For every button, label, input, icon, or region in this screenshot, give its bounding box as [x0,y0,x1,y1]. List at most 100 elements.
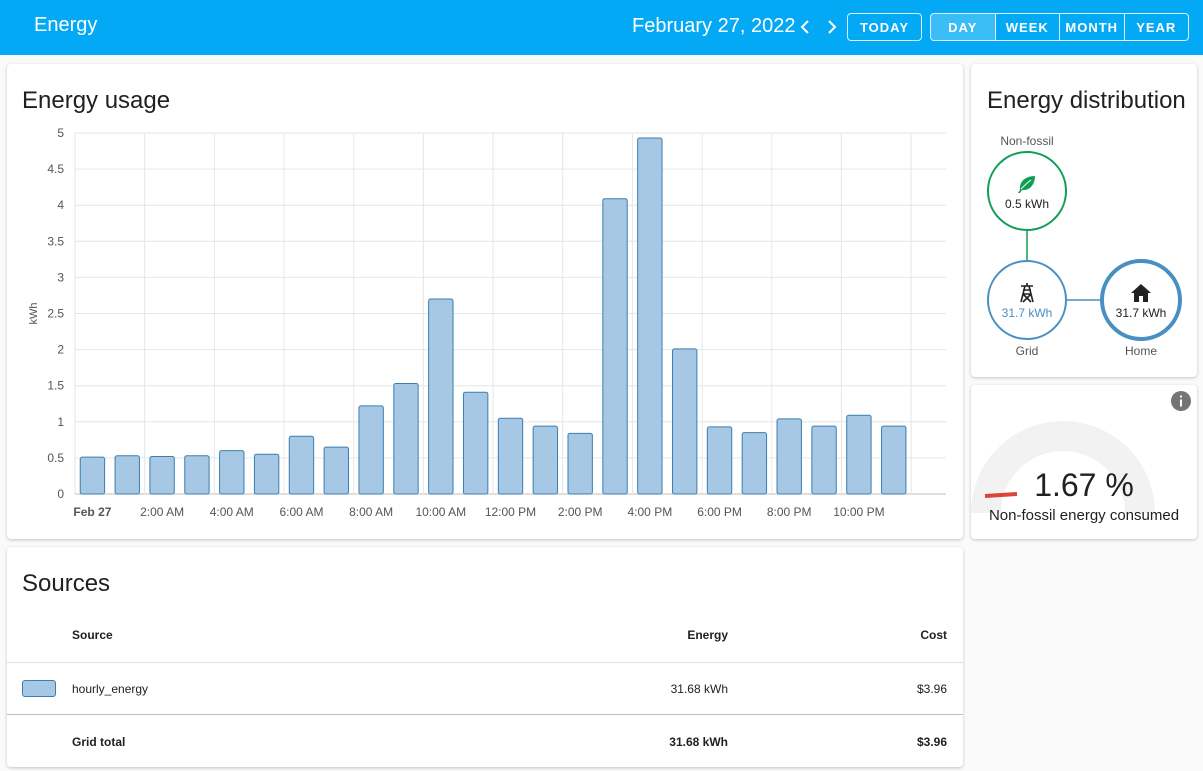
bar-hour-4[interactable] [219,450,245,495]
gauge-fill [984,492,1018,498]
non-fossil-gauge-card: 1.67 % Non-fossil energy consumed [971,385,1197,539]
bar-hour-5[interactable] [253,453,280,495]
total-energy: 31.68 kWh [669,735,728,749]
bar-hour-12[interactable] [497,417,524,495]
transmission-tower-icon [1020,283,1034,303]
bar-hour-8[interactable] [358,405,384,495]
grid-value: 31.7 kWh [1002,306,1053,320]
bar-hour-11[interactable] [462,391,489,495]
bar-hour-9[interactable] [393,383,419,495]
bar-hour-13[interactable] [532,425,559,495]
grid-label: Grid [1016,344,1039,358]
sources-card: Sources Source Energy Cost hourly_energy… [7,547,963,767]
gauge-value: 1.67 % [1034,467,1134,503]
bar-hour-21[interactable] [811,425,837,495]
bar-hour-3[interactable] [184,455,210,495]
energy-distribution-title: Energy distribution [987,87,1186,114]
total-label: Grid total [72,735,126,749]
today-button[interactable]: TODAY [847,13,922,41]
chevron-left-icon [800,20,809,34]
gauge-label: Non-fossil energy consumed [988,507,1180,524]
bar-hour-16[interactable] [637,137,663,495]
current-date: February 27, 2022 [632,15,796,37]
x-tick-label: 2:00 AM [140,505,184,519]
total-cost: $3.96 [916,735,947,749]
x-tick-label: 10:00 AM [415,505,466,519]
non-fossil-label: Non-fossil [1000,134,1053,148]
header-divider [7,662,963,663]
y-tick-label: 3.5 [47,234,64,248]
bar-hour-14[interactable] [567,432,593,495]
home-label: Home [1125,344,1157,358]
x-tick-label: 2:00 PM [558,505,603,519]
bar-hour-2[interactable] [149,455,175,495]
non-fossil-gauge [971,421,1155,514]
bar-hour-18[interactable] [706,426,733,495]
x-tick-label: Feb 27 [73,505,111,519]
period-year-button[interactable]: YEAR [1136,19,1177,35]
y-tick-label: 2.5 [47,307,64,321]
period-week-button[interactable]: WEEK [996,14,1060,40]
y-tick-label: 1.5 [47,379,64,393]
bar-hour-7[interactable] [323,446,349,495]
bar-hour-19[interactable] [741,432,768,495]
y-tick-label: 3 [57,270,64,284]
y-tick-label: 0.5 [47,451,64,465]
source-energy: 31.68 kWh [670,682,728,696]
bar-hour-0[interactable] [79,456,106,495]
chevron-right-icon [828,20,837,34]
x-tick-label: 4:00 PM [628,505,673,519]
energy-distribution-diagram: Non-fossil 0.5 kWh 31.7 kWh Grid 31.7 kW… [987,134,1182,358]
period-month-button[interactable]: MONTH [1060,14,1125,40]
gauge-track [971,421,1155,514]
column-header-cost: Cost [920,628,947,642]
app-title: Energy [34,14,98,36]
column-header-energy: Energy [687,628,728,642]
bar-hour-17[interactable] [672,348,698,495]
y-tick-label: 5 [57,126,64,140]
column-header-source: Source [72,628,113,642]
bar-hour-22[interactable] [846,414,872,495]
bar-hour-6[interactable] [288,435,315,495]
period-day-button[interactable]: DAY [931,14,996,40]
next-period-button[interactable] [820,14,844,40]
x-tick-label: 6:00 AM [279,505,323,519]
top-app-bar: Energy February 27, 2022 TODAY DAY WEEK … [0,0,1203,55]
y-tick-label: 4.5 [47,162,64,176]
non-fossil-node[interactable]: 0.5 kWh [987,151,1067,231]
y-tick-label: 4 [57,198,64,212]
energy-distribution-card: Energy distribution Non-fossil 0.5 kWh 3… [971,64,1197,377]
x-tick-label: 4:00 AM [210,505,254,519]
sources-title: Sources [22,570,111,597]
bar-hour-23[interactable] [881,425,907,495]
source-name: hourly_energy [72,682,149,696]
grid-node[interactable]: 31.7 kWh [987,260,1067,340]
home-icon [1131,284,1151,302]
source-color-swatch [22,680,56,697]
home-node[interactable]: 31.7 kWh [1100,259,1182,341]
x-tick-label: 12:00 PM [485,505,536,519]
y-tick-label: 0 [57,487,64,501]
total-divider [7,714,963,715]
leaf-icon [1018,176,1035,193]
bar-hour-1[interactable] [114,455,140,495]
bar-hour-10[interactable] [428,298,454,495]
non-fossil-value: 0.5 kWh [1005,197,1049,211]
y-axis-label: kWh [28,303,40,325]
energy-usage-card: Energy usage 0 0.5 1 1.5 2 2.5 3 3.5 4 4.5 5 Feb 27… [7,64,963,539]
x-tick-label: 10:00 PM [833,505,884,519]
bar-hour-15[interactable] [602,198,628,495]
energy-usage-title: Energy usage [22,87,171,114]
energy-usage-chart: 0 0.5 1 1.5 2 2.5 3 3.5 4 4.5 5 Feb 27 2:00 AM 4:00 A… [28,126,946,519]
period-selector: DAY WEEK MONTH YEAR [930,13,1189,41]
x-tick-label: 6:00 PM [697,505,742,519]
previous-period-button[interactable] [793,14,817,40]
x-tick-label: 8:00 AM [349,505,393,519]
y-tick-label: 2 [57,343,64,357]
home-value: 31.7 kWh [1116,306,1167,320]
x-tick-label: 8:00 PM [767,505,812,519]
source-cost: $3.96 [916,682,947,696]
bar-hour-20[interactable] [776,418,802,495]
info-icon[interactable] [1170,390,1192,412]
y-tick-label: 1 [57,415,64,429]
